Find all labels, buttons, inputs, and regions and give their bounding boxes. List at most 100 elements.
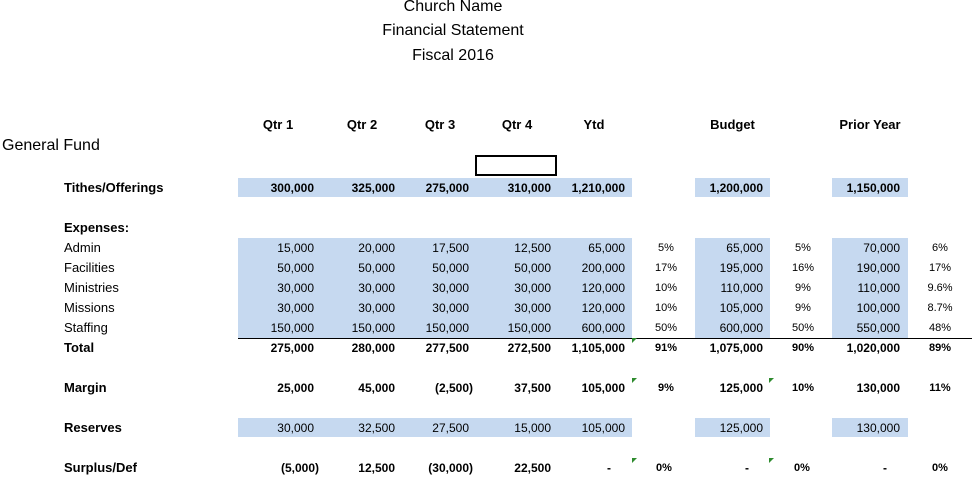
surplus-qtr2[interactable]: 12,500 [358,461,395,475]
facilities-qtr1[interactable]: 50,000 [277,261,314,275]
staffing-prior-pct[interactable]: 48% [928,322,952,334]
facilities-budget-pct[interactable]: 16% [791,262,815,274]
missions-prior-pct[interactable]: 8.7% [927,302,953,314]
facilities-prior[interactable]: 190,000 [856,261,900,275]
total-qtr4[interactable]: 272,500 [507,341,551,355]
total-qtr1[interactable]: 275,000 [270,341,314,355]
total-qtr3[interactable]: 277,500 [425,341,469,355]
admin-prior[interactable]: 70,000 [863,241,900,255]
staffing-qtr1[interactable]: 150,000 [270,321,314,335]
tithes-ytd[interactable]: 1,210,000 [571,181,625,195]
facilities-ytd-pct[interactable]: 17% [654,262,678,274]
admin-budget[interactable]: 65,000 [726,241,763,255]
margin-budget[interactable]: 125,000 [719,381,763,395]
total-qtr2[interactable]: 280,000 [351,341,395,355]
header-qtr2[interactable]: Qtr 2 [346,117,378,132]
staffing-qtr2[interactable]: 150,000 [351,321,395,335]
surplus-qtr1[interactable]: (5,000) [280,461,319,475]
staffing-ytd[interactable]: 600,000 [581,321,625,335]
missions-ytd[interactable]: 120,000 [581,301,625,315]
reserves-qtr4[interactable]: 15,000 [514,421,551,435]
facilities-ytd[interactable]: 200,000 [581,261,625,275]
surplus-qtr3[interactable]: (30,000) [428,461,473,475]
missions-budget-pct[interactable]: 9% [795,302,811,314]
ministries-ytd-pct[interactable]: 10% [654,282,678,294]
total-budget[interactable]: 1,075,000 [709,341,763,355]
surplus-qtr4[interactable]: 22,500 [514,461,551,475]
staffing-budget[interactable]: 600,000 [719,321,763,335]
header-qtr3[interactable]: Qtr 3 [424,117,456,132]
surplus-prior[interactable]: - [883,461,887,475]
ministries-ytd[interactable]: 120,000 [581,281,625,295]
ministries-qtr1[interactable]: 30,000 [277,281,314,295]
margin-qtr1[interactable]: 25,000 [277,381,314,395]
expense-ministries-label[interactable]: Ministries [64,280,119,295]
header-budget[interactable]: Budget [710,117,755,132]
facilities-qtr4[interactable]: 50,000 [514,261,551,275]
header-qtr4[interactable]: Qtr 4 [501,117,533,132]
margin-qtr3[interactable]: (2,500) [434,381,473,395]
reserves-ytd[interactable]: 105,000 [581,421,625,435]
surplus-budget[interactable]: - [745,461,749,475]
expense-admin-label[interactable]: Admin [64,240,101,255]
ministries-prior-pct[interactable]: 9.6% [927,282,953,294]
surplus-label[interactable]: Surplus/Def [64,460,137,475]
missions-qtr4[interactable]: 30,000 [514,301,551,315]
total-ytd-pct[interactable]: 91% [654,342,678,354]
total-prior-pct[interactable]: 89% [928,342,952,354]
facilities-qtr3[interactable]: 50,000 [432,261,469,275]
total-ytd[interactable]: 1,105,000 [571,341,625,355]
expense-staffing-label[interactable]: Staffing [64,320,108,335]
missions-ytd-pct[interactable]: 10% [654,302,678,314]
surplus-ytd[interactable]: - [607,461,611,475]
surplus-budget-pct[interactable]: 0% [794,462,810,474]
surplus-prior-pct[interactable]: 0% [932,462,948,474]
ministries-qtr4[interactable]: 30,000 [514,281,551,295]
missions-budget[interactable]: 105,000 [719,301,763,315]
tithes-prior[interactable]: 1,150,000 [846,181,900,195]
staffing-budget-pct[interactable]: 50% [791,322,815,334]
selected-cell[interactable] [475,155,557,176]
margin-prior-pct[interactable]: 11% [929,382,951,394]
tithes-qtr4[interactable]: 310,000 [507,181,551,195]
admin-qtr4[interactable]: 12,500 [514,241,551,255]
staffing-qtr3[interactable]: 150,000 [425,321,469,335]
margin-qtr4[interactable]: 37,500 [514,381,551,395]
general-fund-label[interactable]: General Fund [2,137,100,154]
expenses-label[interactable]: Expenses: [64,220,130,235]
admin-qtr3[interactable]: 17,500 [432,241,469,255]
margin-budget-pct[interactable]: 10% [791,382,815,394]
tithes-budget[interactable]: 1,200,000 [709,181,763,195]
missions-prior[interactable]: 100,000 [856,301,900,315]
header-ytd[interactable]: Ytd [583,117,605,132]
missions-qtr1[interactable]: 30,000 [277,301,314,315]
admin-ytd[interactable]: 65,000 [588,241,625,255]
header-prior-year[interactable]: Prior Year [839,117,901,132]
ministries-qtr3[interactable]: 30,000 [432,281,469,295]
admin-qtr1[interactable]: 15,000 [277,241,314,255]
admin-prior-pct[interactable]: 6% [932,242,948,254]
surplus-ytd-pct[interactable]: 0% [656,462,672,474]
staffing-qtr4[interactable]: 150,000 [507,321,551,335]
facilities-prior-pct[interactable]: 17% [928,262,952,274]
margin-ytd-pct[interactable]: 9% [658,382,674,394]
tithes-qtr2[interactable]: 325,000 [351,181,395,195]
admin-qtr2[interactable]: 20,000 [358,241,395,255]
tithes-label[interactable]: Tithes/Offerings [64,180,164,195]
total-budget-pct[interactable]: 90% [791,342,815,354]
margin-qtr2[interactable]: 45,000 [358,381,395,395]
expense-missions-label[interactable]: Missions [64,300,115,315]
admin-ytd-pct[interactable]: 5% [658,242,674,254]
total-label[interactable]: Total [64,340,95,355]
missions-qtr3[interactable]: 30,000 [432,301,469,315]
expense-facilities-label[interactable]: Facilities [64,260,115,275]
staffing-prior[interactable]: 550,000 [856,321,900,335]
ministries-prior[interactable]: 110,000 [857,281,901,295]
ministries-budget[interactable]: 110,000 [720,281,764,295]
staffing-ytd-pct[interactable]: 50% [654,322,678,334]
reserves-label[interactable]: Reserves [64,420,122,435]
tithes-qtr3[interactable]: 275,000 [425,181,469,195]
reserves-qtr2[interactable]: 32,500 [358,421,395,435]
margin-prior[interactable]: 130,000 [856,381,900,395]
missions-qtr2[interactable]: 30,000 [358,301,395,315]
